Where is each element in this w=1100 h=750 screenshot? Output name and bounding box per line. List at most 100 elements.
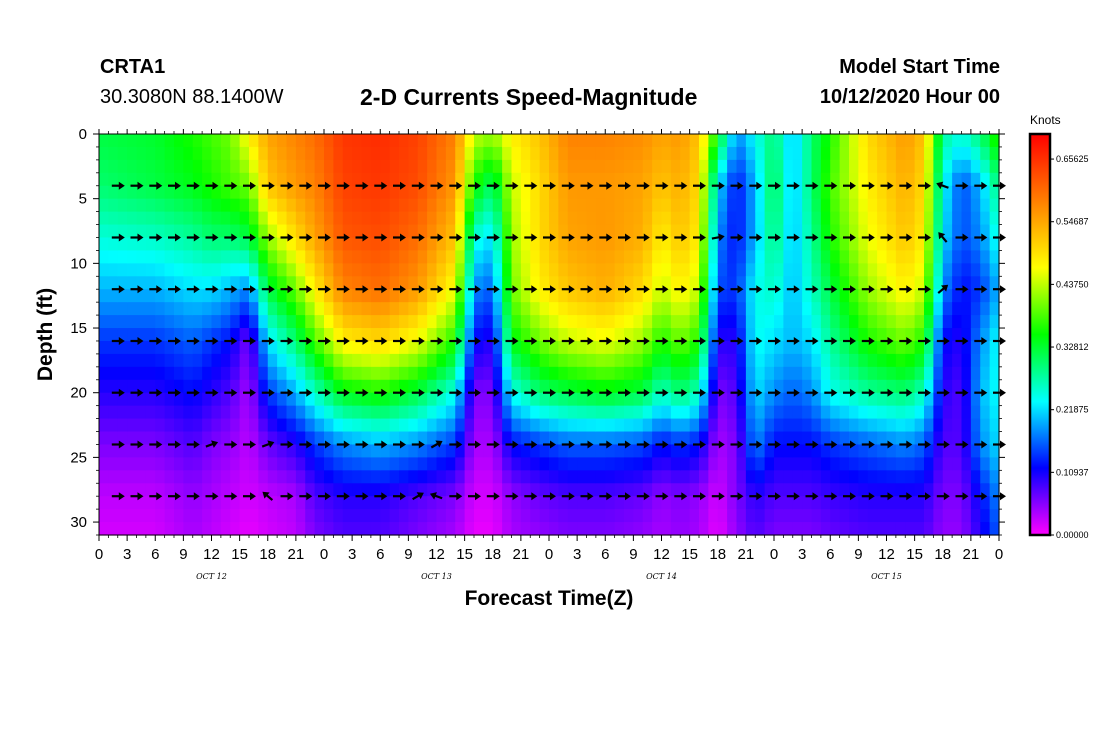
heatmap-cell bbox=[961, 237, 972, 252]
heatmap-cell bbox=[586, 444, 597, 458]
heatmap-cell bbox=[680, 302, 691, 316]
heatmap-cell bbox=[802, 483, 813, 497]
heatmap-cell bbox=[389, 289, 400, 303]
current-vector bbox=[468, 233, 481, 242]
current-vector bbox=[955, 233, 969, 242]
heatmap-cell bbox=[933, 250, 944, 264]
heatmap-cell bbox=[314, 418, 325, 433]
heatmap-cell bbox=[895, 146, 906, 161]
heatmap-cell bbox=[192, 198, 203, 213]
heatmap-cell bbox=[699, 457, 709, 471]
heatmap-layer bbox=[99, 134, 1000, 536]
heatmap-cell bbox=[586, 172, 597, 187]
heatmap-cell bbox=[886, 457, 897, 471]
heatmap-cell bbox=[820, 431, 831, 446]
heatmap-cell bbox=[539, 134, 550, 148]
heatmap-cell bbox=[670, 353, 681, 368]
heatmap-cell bbox=[352, 379, 363, 394]
heatmap-cell bbox=[530, 315, 541, 329]
x-tick-label: 3 bbox=[348, 546, 356, 563]
colorbar-tick-label: 0.54687 bbox=[1056, 217, 1089, 227]
heatmap-cell bbox=[549, 457, 559, 471]
heatmap-cell bbox=[755, 496, 766, 510]
heatmap-cell bbox=[530, 146, 541, 161]
heatmap-cell bbox=[267, 146, 278, 161]
heatmap-cell bbox=[905, 418, 916, 433]
heatmap-cell bbox=[417, 392, 428, 407]
heatmap-cell bbox=[239, 509, 250, 523]
heatmap-cell bbox=[417, 237, 428, 252]
heatmap-cell bbox=[370, 418, 381, 433]
heatmap-cell bbox=[886, 418, 897, 433]
heatmap-cell bbox=[211, 146, 222, 161]
heatmap-cell bbox=[474, 366, 484, 381]
heatmap-cell bbox=[905, 444, 916, 458]
heatmap-cell bbox=[774, 405, 784, 420]
heatmap-cell bbox=[417, 250, 428, 264]
heatmap-cell bbox=[380, 211, 391, 226]
heatmap-cell bbox=[211, 289, 222, 303]
heatmap-cell bbox=[642, 522, 653, 536]
heatmap-cell bbox=[905, 405, 916, 420]
heatmap-cell bbox=[192, 470, 203, 484]
heatmap-cell bbox=[277, 224, 288, 239]
heatmap-cell bbox=[942, 522, 953, 536]
heatmap-cell bbox=[689, 328, 700, 342]
current-vector bbox=[355, 285, 369, 294]
heatmap-cell bbox=[99, 470, 109, 484]
heatmap-cell bbox=[558, 159, 569, 174]
heatmap-cell bbox=[783, 366, 794, 381]
heatmap-cell bbox=[849, 522, 859, 536]
heatmap-cell bbox=[483, 405, 494, 420]
current-vector bbox=[111, 492, 125, 501]
heatmap-cell bbox=[699, 340, 709, 355]
current-vector bbox=[318, 388, 331, 397]
heatmap-cell bbox=[202, 134, 213, 148]
heatmap-cell bbox=[577, 302, 588, 316]
x-tick-label: 9 bbox=[629, 546, 637, 563]
heatmap-cell bbox=[267, 328, 278, 342]
heatmap-cell bbox=[905, 509, 916, 523]
heatmap-cell bbox=[511, 405, 522, 420]
heatmap-cell bbox=[324, 172, 334, 187]
heatmap-cell bbox=[942, 470, 953, 484]
current-vector bbox=[618, 492, 631, 501]
current-vector bbox=[805, 181, 819, 190]
heatmap-cell bbox=[727, 496, 738, 510]
heatmap-cell bbox=[895, 302, 906, 316]
heatmap-cell bbox=[249, 405, 259, 420]
heatmap-cell bbox=[192, 289, 203, 303]
heatmap-cell bbox=[830, 444, 841, 458]
heatmap-cell bbox=[699, 146, 709, 161]
heatmap-cell bbox=[230, 211, 241, 226]
heatmap-cell bbox=[483, 146, 494, 161]
heatmap-cell bbox=[745, 237, 756, 252]
y-tick-label: 5 bbox=[79, 191, 87, 208]
heatmap-cell bbox=[342, 392, 353, 407]
heatmap-cell bbox=[774, 340, 784, 355]
heatmap-cell bbox=[802, 340, 813, 355]
heatmap-cell bbox=[849, 159, 859, 174]
heatmap-cell bbox=[783, 224, 794, 239]
heatmap-cell bbox=[811, 224, 822, 239]
heatmap-cell bbox=[980, 353, 991, 368]
heatmap-cell bbox=[417, 522, 428, 536]
heatmap-cell bbox=[933, 431, 944, 446]
heatmap-cell bbox=[802, 328, 813, 342]
heatmap-cell bbox=[867, 483, 878, 497]
heatmap-cell bbox=[764, 198, 775, 213]
heatmap-cell bbox=[914, 483, 925, 497]
heatmap-cell bbox=[708, 328, 719, 342]
heatmap-cell bbox=[755, 483, 766, 497]
heatmap-cell bbox=[886, 509, 897, 523]
current-vector bbox=[693, 181, 706, 190]
heatmap-cell bbox=[108, 198, 119, 213]
heatmap-cell bbox=[942, 302, 953, 316]
heatmap-cell bbox=[277, 237, 288, 252]
heatmap-cell bbox=[624, 522, 634, 536]
heatmap-cell bbox=[436, 470, 447, 484]
heatmap-cell bbox=[380, 276, 391, 290]
heatmap-cell bbox=[399, 353, 409, 368]
heatmap-cell bbox=[952, 211, 963, 226]
heatmap-cell bbox=[886, 431, 897, 446]
